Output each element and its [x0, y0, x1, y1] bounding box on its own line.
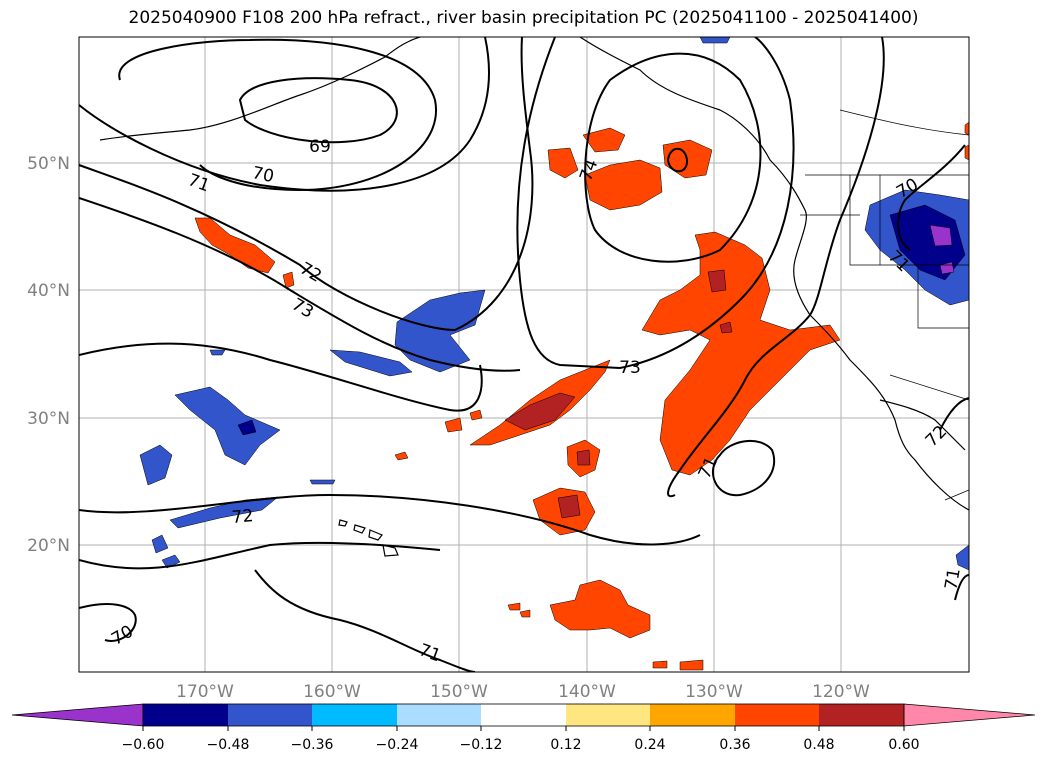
contour-label: 73: [619, 358, 641, 378]
contour-label: 71: [941, 567, 964, 592]
colorbar-tick-label: −0.60: [122, 737, 165, 753]
colorbar-segment: [566, 704, 650, 726]
map-frame: [78, 36, 970, 673]
coastlines: [99, 37, 969, 557]
colorbar-tick-label: −0.48: [207, 737, 250, 753]
colorbar-tick-label: 0.24: [634, 737, 665, 753]
colorbar-tick-label: −0.12: [460, 737, 503, 753]
colorbar-segment: [312, 704, 397, 726]
colorbar-tick-label: 0.36: [719, 737, 750, 753]
colorbar-tick-label: −0.24: [376, 737, 419, 753]
lon-label: 120°W: [812, 682, 870, 702]
lat-label: 20°N: [27, 536, 70, 556]
positive-anomaly-regions: [194, 121, 969, 671]
lon-label: 130°W: [685, 682, 743, 702]
colorbar-segment: [819, 704, 904, 726]
colorbar-under-arrow: [11, 703, 144, 727]
contour-label: 69: [309, 137, 331, 157]
map-title: 2025040900 F108 200 hPa refract., river …: [128, 8, 919, 28]
colorbar-segment: [650, 704, 735, 726]
lat-label: 40°N: [27, 281, 70, 301]
political-boundaries: [800, 109, 969, 501]
colorbar-over-arrow: [903, 703, 1036, 727]
lon-label: 160°W: [303, 682, 361, 702]
colorbar-tick-label: 0.12: [550, 737, 581, 753]
lat-label: 30°N: [27, 409, 70, 429]
lon-label: 150°W: [430, 682, 488, 702]
lon-label: 170°W: [176, 682, 234, 702]
colorbar: −0.60 −0.48 −0.36 −0.24 −0.12 0.12 0.24 …: [11, 703, 1036, 753]
colorbar-segment: [397, 704, 481, 726]
colorbar-tick-label: 0.60: [888, 737, 919, 753]
colorbar-segment: [143, 704, 228, 726]
colorbar-segment: [228, 704, 312, 726]
lon-label: 140°W: [558, 682, 616, 702]
contour-label: 72: [231, 506, 254, 528]
colorbar-outline: [142, 703, 905, 727]
contour-label: 70: [250, 163, 275, 187]
lat-label: 50°N: [27, 154, 70, 174]
colorbar-segment: [481, 704, 566, 726]
colorbar-segment: [735, 704, 819, 726]
colorbar-tick-label: −0.36: [291, 737, 334, 753]
colorbar-tick-label: 0.48: [803, 737, 834, 753]
